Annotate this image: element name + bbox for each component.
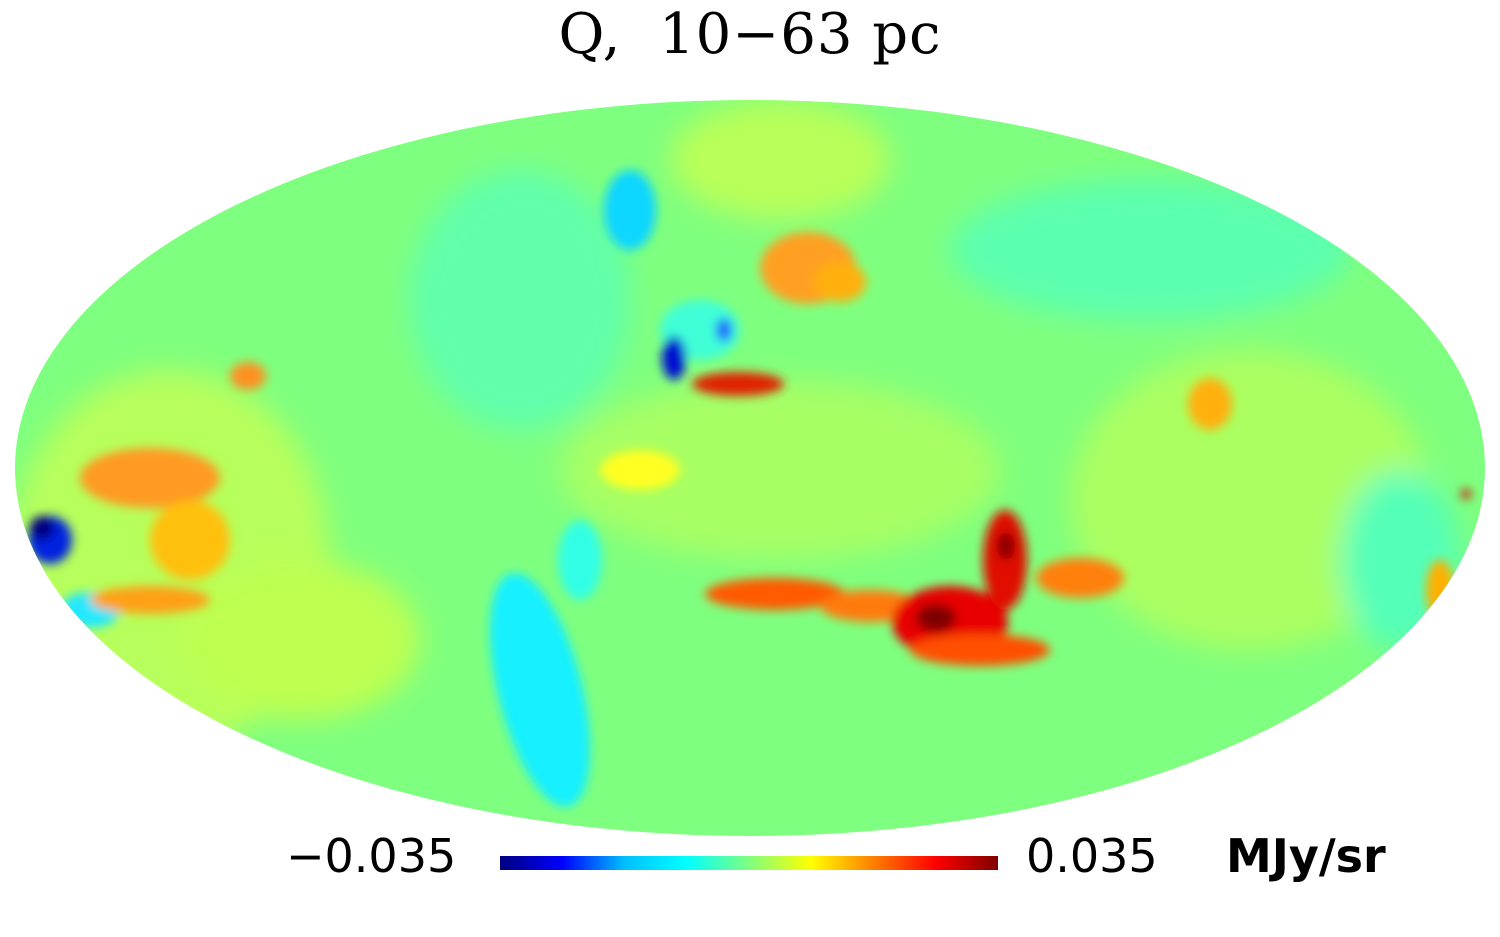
- map-features: [15, 100, 1471, 807]
- bg-yellow-north: [670, 100, 890, 220]
- orange-southern-east: [1036, 558, 1124, 598]
- red-southern-arm-dark: [997, 532, 1015, 560]
- orange-west-cloud: [80, 448, 220, 508]
- colorbar-max-label: 0.035: [1026, 829, 1158, 883]
- bg-cyan-east: [1340, 470, 1460, 650]
- orange-west-patch: [230, 362, 266, 390]
- yellow-east-edge: [1426, 560, 1454, 620]
- blue-clump-north: [662, 336, 686, 380]
- red-southern-core-dark: [916, 604, 956, 632]
- orange-north-arc-tail: [814, 262, 866, 302]
- bg-yellow-east: [1070, 350, 1430, 650]
- bg-cyan-nw: [410, 170, 630, 430]
- blue-west-edge-core: [30, 516, 54, 540]
- bg-cyan-ne: [950, 180, 1350, 320]
- orange-east-patch: [1188, 378, 1232, 430]
- orange-sw-streak: [90, 586, 210, 614]
- cyan-patch-mid: [558, 520, 602, 600]
- bg-yellow-center: [560, 380, 1000, 560]
- blue-clump-north-small: [716, 318, 732, 342]
- red-southern-arm: [983, 510, 1027, 610]
- orange-southern-lower: [910, 634, 1050, 666]
- cyan-streak-north: [604, 170, 656, 250]
- colorbar-gradient: [500, 856, 998, 870]
- red-east-edge-dot: [1461, 489, 1471, 499]
- colorbar: [500, 856, 998, 870]
- yellow-center-patch: [600, 450, 680, 490]
- colorbar-unit-label: MJy/sr: [1226, 829, 1386, 883]
- map-title: Q, 10−63 pc: [558, 2, 942, 67]
- red-north-clump: [692, 372, 784, 396]
- bg-yellow-sw: [180, 560, 420, 720]
- cyan-band-south: [489, 573, 591, 807]
- orange-southern-filament: [705, 578, 845, 610]
- orange-west-cloud-2: [150, 500, 230, 580]
- colorbar-min-label: −0.035: [286, 829, 457, 883]
